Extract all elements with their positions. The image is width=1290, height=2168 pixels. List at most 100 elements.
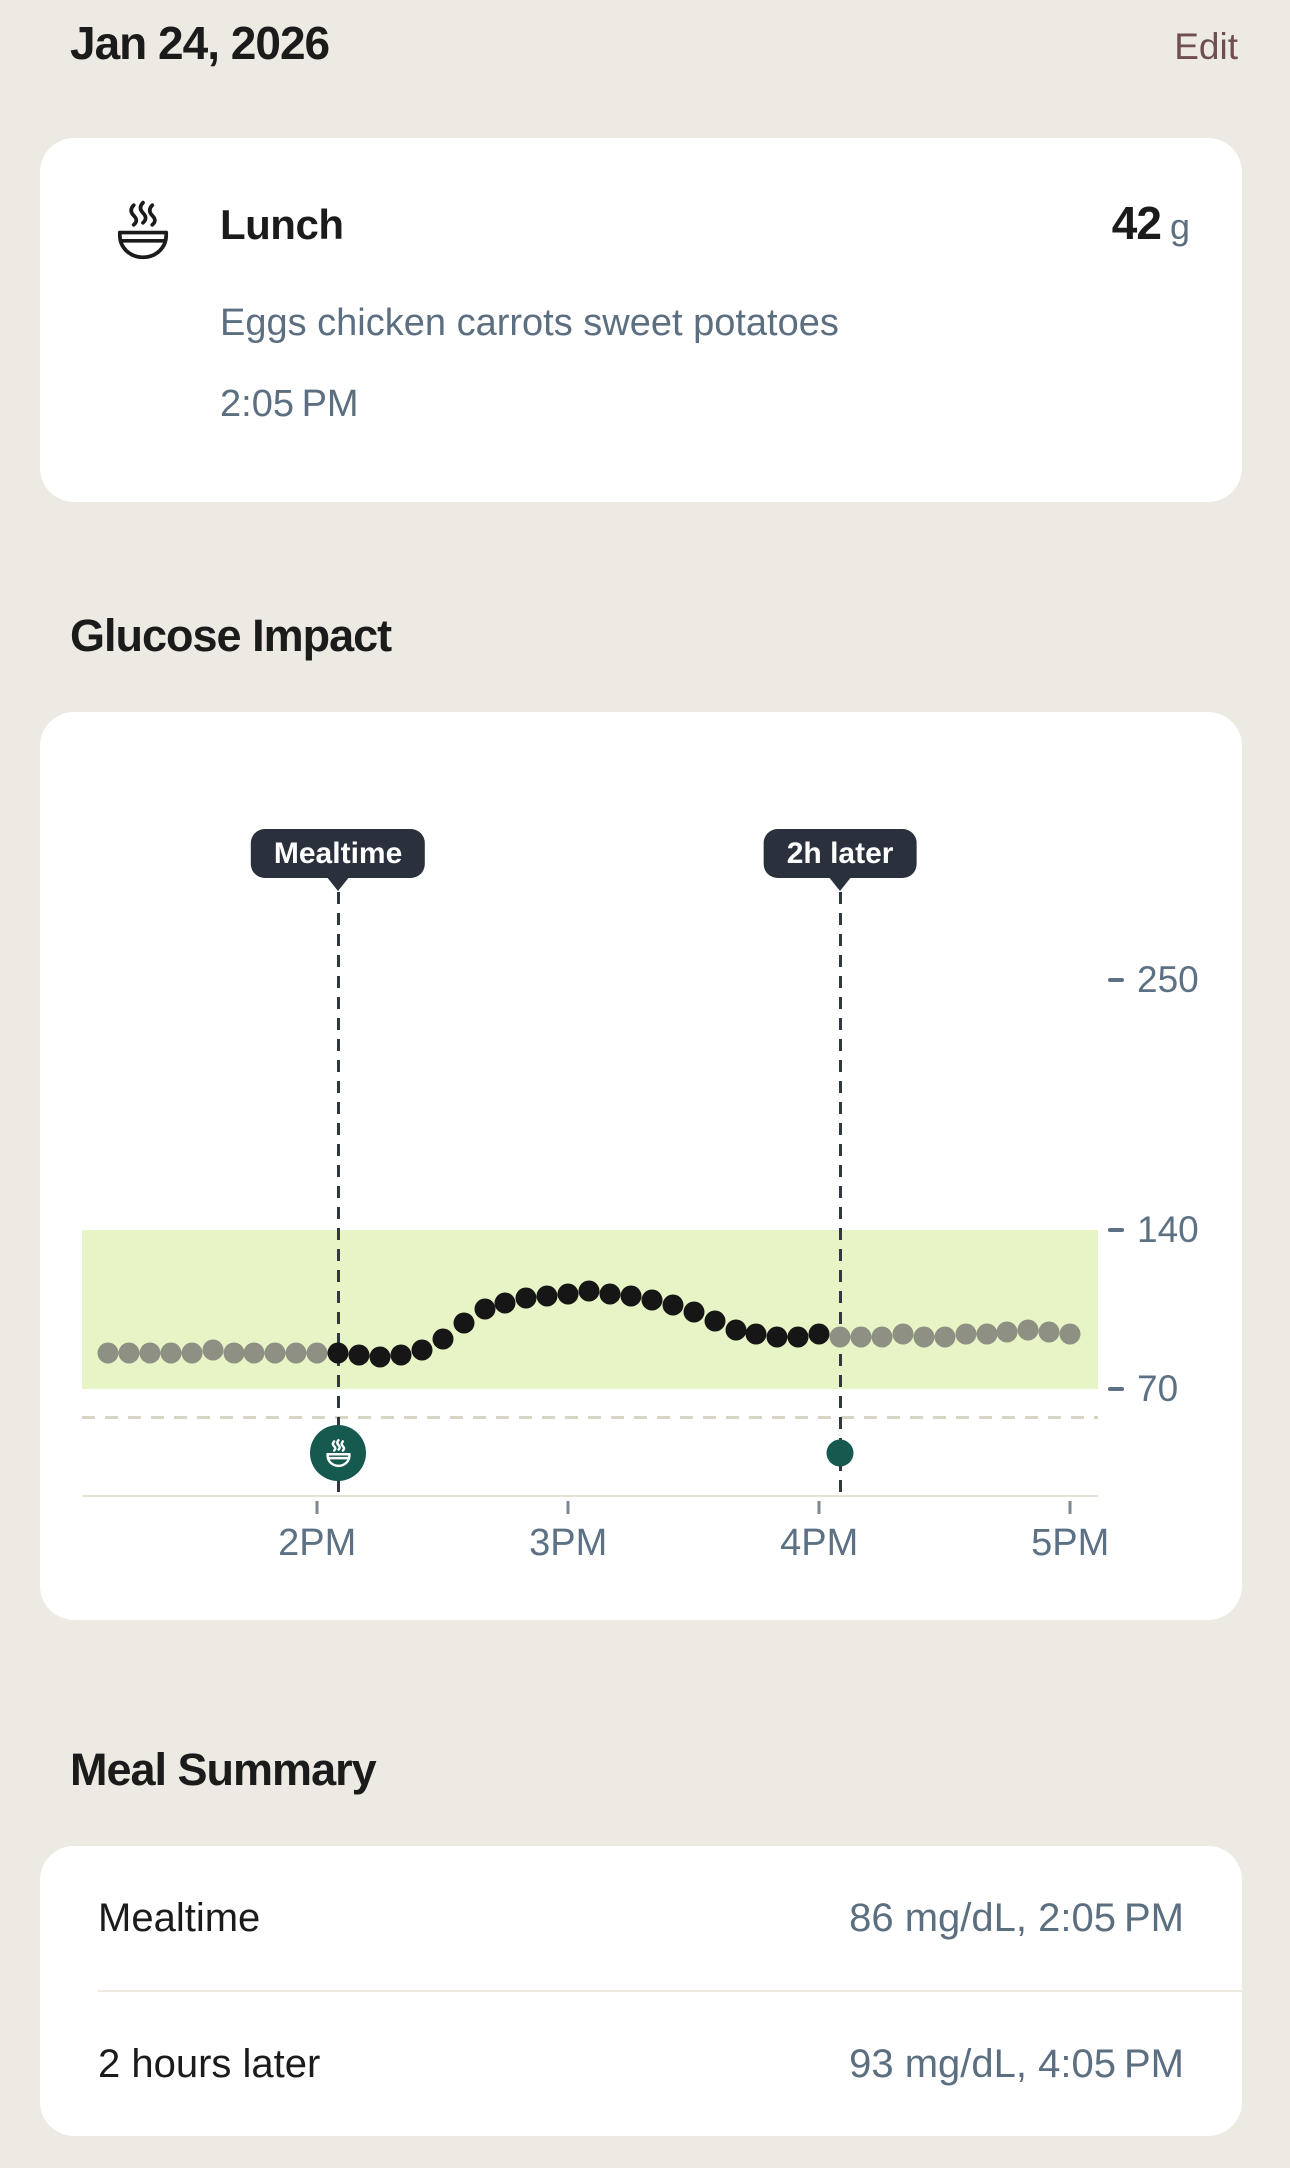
summary-row-label: Mealtime	[98, 1895, 261, 1940]
summary-row-value: 93 mg/dL, 4:05 PM	[849, 2041, 1184, 2086]
glucose-dot	[181, 1342, 203, 1364]
summary-row-value: 86 mg/dL, 2:05 PM	[849, 1895, 1184, 1940]
x-tick-mark-2PM	[315, 1501, 319, 1514]
glucose-dot-meal-window	[620, 1285, 642, 1307]
glucose-dot	[97, 1342, 119, 1364]
glucose-dot-meal-window	[494, 1292, 516, 1314]
glucose-dot-meal-window	[662, 1294, 684, 1316]
glucose-dot	[160, 1342, 182, 1364]
y-tick-label: 140	[1137, 1208, 1199, 1250]
annotation-badge-pointer-0	[326, 876, 351, 891]
glucose-dot-meal-window	[641, 1289, 663, 1311]
annotation-line-1	[838, 892, 842, 1495]
meal-summary-heading: Meal Summary	[70, 1744, 377, 1795]
summary-row-label: 2 hours later	[98, 2041, 321, 2086]
x-tick-label-4PM: 4PM	[780, 1522, 859, 1564]
glucose-dot	[1038, 1321, 1060, 1343]
two-hour-marker	[826, 1439, 854, 1467]
glucose-dot	[871, 1326, 893, 1348]
page-title: Jan 24, 2026	[70, 17, 330, 69]
glucose-dot	[955, 1323, 977, 1345]
glucose-dot	[976, 1323, 997, 1345]
glucose-dot-meal-window	[578, 1280, 600, 1302]
glucose-dot	[829, 1326, 851, 1348]
glucose-dot-meal-window	[683, 1301, 705, 1323]
glucose-dot-meal-window	[474, 1298, 495, 1320]
glucose-dot-meal-window	[745, 1323, 767, 1345]
carbs-unit: g	[1169, 206, 1190, 247]
glucose-dot-meal-window	[327, 1342, 349, 1364]
glucose-dot	[243, 1342, 265, 1364]
carbs-value: 42	[1111, 197, 1162, 249]
glucose-dot-meal-window	[704, 1310, 726, 1332]
mealtime-marker	[310, 1425, 367, 1481]
glucose-dot-meal-window	[808, 1323, 830, 1345]
annotation-badge-pointer-1	[828, 876, 853, 891]
glucose-dot	[118, 1342, 140, 1364]
glucose-dot-meal-window	[453, 1312, 475, 1334]
meal-card-body: Lunch 42 g Eggs chicken carrots sweet pot…	[220, 196, 1190, 502]
glucose-dot	[850, 1326, 872, 1348]
low-guide-dashed-line	[82, 1416, 1098, 1420]
glucose-dot-meal-window	[390, 1344, 412, 1366]
glucose-dot	[139, 1342, 161, 1364]
glucose-dot	[285, 1342, 307, 1364]
glucose-dot-meal-window	[515, 1287, 537, 1309]
y-tick-label: 70	[1137, 1368, 1179, 1409]
glucose-dot	[996, 1321, 1018, 1343]
mealtime-marker-bowl-icon	[325, 1438, 351, 1467]
glucose-dot-meal-window	[432, 1328, 454, 1350]
y-tick-dash	[1108, 978, 1124, 982]
glucose-dot-meal-window	[557, 1283, 579, 1305]
glucose-dot-meal-window	[725, 1319, 746, 1341]
glucose-dot-meal-window	[348, 1344, 370, 1366]
carbs-amount: 42 g	[1112, 196, 1190, 250]
glucose-dot	[1017, 1319, 1039, 1341]
x-tick-label-3PM: 3PM	[529, 1522, 608, 1564]
x-tick-label-2PM: 2PM	[278, 1522, 357, 1564]
annotation-badge-0: Mealtime	[250, 829, 426, 878]
glucose-dot-meal-window	[599, 1283, 621, 1305]
glucose-dot	[913, 1326, 935, 1348]
glucose-impact-heading: Glucose Impact	[70, 610, 392, 661]
summary-row-mealtime: Mealtime 86 mg/dL, 2:05 PM	[40, 1846, 1242, 1990]
x-tick-mark-3PM	[566, 1501, 570, 1514]
glucose-dot	[264, 1342, 286, 1364]
row-divider	[98, 1990, 1242, 1992]
y-tick-label: 250	[1137, 959, 1199, 1000]
glucose-dot	[202, 1339, 224, 1361]
y-tick-dash	[1108, 1227, 1124, 1232]
x-axis-line	[82, 1495, 1098, 1497]
meal-card-header-row: Lunch 42 g	[220, 196, 1190, 250]
glucose-chart-card: Mealtime 2h later 70 140 250 2PM 3PM 4PM 5PM	[40, 712, 1242, 1620]
y-tick-70: 70	[1108, 1368, 1178, 1410]
x-tick-mark-4PM	[817, 1501, 821, 1514]
top-bar: Jan 24, 2026 Edit	[70, 16, 1238, 70]
edit-button[interactable]: Edit	[1174, 26, 1238, 67]
y-tick-140: 140	[1108, 1209, 1199, 1251]
meal-time: 2:05 PM	[220, 383, 359, 425]
glucose-dot	[1059, 1323, 1081, 1345]
steaming-bowl-icon	[110, 196, 176, 502]
annotation-line-0	[336, 892, 340, 1495]
x-tick-label-5PM: 5PM	[1031, 1522, 1110, 1564]
glucose-dot-meal-window	[369, 1346, 391, 1368]
glucose-dot	[223, 1342, 244, 1364]
glucose-chart: Mealtime 2h later 70 140 250 2PM 3PM 4PM 5PM	[40, 712, 1242, 1620]
glucose-dot-meal-window	[536, 1285, 558, 1307]
meal-title: Lunch	[220, 201, 344, 248]
y-tick-250: 250	[1108, 959, 1199, 1001]
glucose-dot-meal-window	[766, 1326, 788, 1348]
glucose-dot	[306, 1342, 328, 1364]
glucose-dot	[934, 1326, 956, 1348]
x-tick-mark-5PM	[1068, 1501, 1072, 1514]
glucose-dot-meal-window	[787, 1326, 809, 1348]
glucose-dot	[892, 1323, 914, 1345]
annotation-badge-1: 2h later	[763, 829, 917, 878]
summary-row-2-hours-later: 2 hours later 93 mg/dL, 4:05 PM	[40, 1992, 1242, 2136]
meal-card: Lunch 42 g Eggs chicken carrots sweet pot…	[40, 138, 1242, 502]
target-range-band	[82, 1229, 1098, 1389]
glucose-dot-meal-window	[411, 1339, 433, 1361]
y-tick-dash	[1108, 1387, 1124, 1391]
